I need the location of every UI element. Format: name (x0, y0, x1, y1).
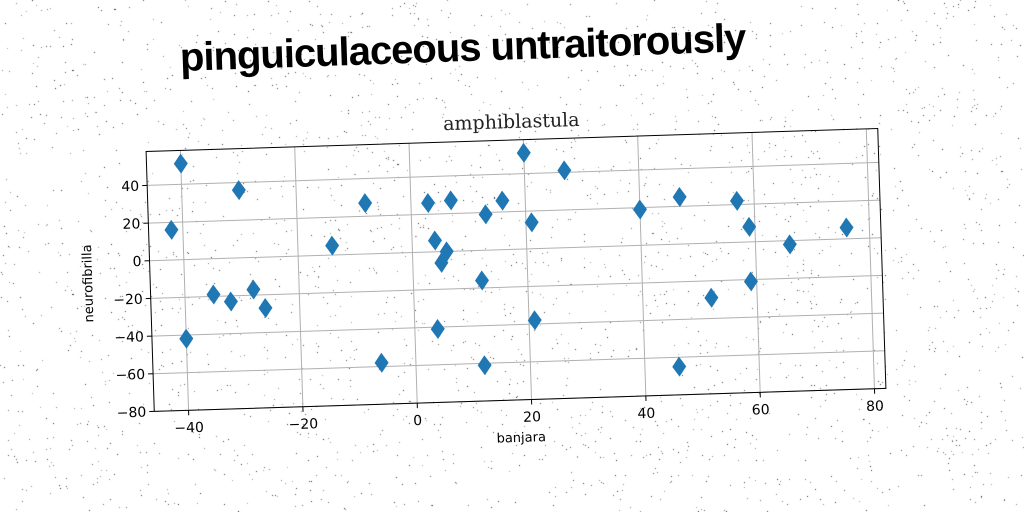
grid-lines (147, 128, 886, 412)
data-point-4 (223, 291, 238, 312)
data-point-23 (524, 212, 539, 233)
data-point-16 (443, 190, 458, 211)
data-point-31 (743, 271, 758, 292)
x-grid-line-5 (751, 132, 761, 393)
y-tick-label-1: −60 (115, 367, 145, 384)
data-point-3 (206, 284, 221, 305)
y-axis-ticks: −80 −60 −40 −20 0 20 40 (113, 179, 155, 422)
data-point-17 (475, 270, 489, 291)
data-point-29 (729, 190, 744, 211)
data-point-15 (439, 241, 454, 262)
data-point-27 (672, 186, 687, 207)
data-point-5 (231, 180, 246, 201)
data-point-7 (258, 298, 273, 318)
data-point-19 (478, 204, 493, 225)
x-grid-line-1 (294, 146, 304, 407)
data-point-22 (527, 310, 542, 331)
x-tick-label-3: 20 (523, 409, 541, 426)
x-grid-line-3 (522, 139, 533, 400)
x-grid-line-4 (637, 136, 647, 396)
data-point-0 (173, 153, 188, 174)
data-point-9 (358, 193, 373, 214)
data-point-30 (742, 216, 757, 237)
y-grid-line-4 (149, 237, 882, 262)
x-grid-line-0 (179, 150, 190, 411)
y-tick-label-3: −20 (113, 292, 143, 309)
y-axis-label: neurofibrilla (80, 244, 97, 323)
y-tick-label-6: 40 (121, 179, 139, 196)
y-tick-label-0: −80 (117, 405, 147, 422)
plot-group: amphiblastula −40 −20 0 20 40 60 80 −80−60−40−… (80, 109, 887, 447)
y-grid-line-6 (147, 161, 879, 186)
data-point-26 (672, 356, 687, 377)
x-tick-label-1: −20 (288, 416, 318, 433)
y-tick-label-2: −40 (114, 329, 144, 346)
plot-frame (145, 128, 887, 412)
data-point-6 (246, 279, 261, 300)
data-point-18 (477, 355, 492, 376)
data-point-10 (374, 352, 389, 373)
x-grid-line-2 (408, 143, 418, 404)
data-point-1 (164, 219, 179, 240)
data-point-12 (427, 230, 442, 251)
y-grid-line-2 (151, 312, 884, 337)
data-point-24 (557, 160, 572, 181)
x-tick-label-0: −40 (174, 420, 204, 437)
data-point-33 (839, 217, 854, 238)
data-point-11 (421, 192, 436, 213)
y-tick-label-5: 20 (122, 216, 140, 233)
data-point-13 (430, 318, 445, 339)
chart-title: amphiblastula (443, 109, 580, 135)
x-axis-ticks: −40 −20 0 20 40 60 80 (174, 388, 884, 437)
data-point-14 (434, 252, 449, 273)
x-tick-label-5: 60 (752, 402, 770, 419)
data-point-20 (495, 190, 510, 211)
y-grid-line-3 (150, 274, 883, 299)
x-tick-label-6: 80 (866, 398, 884, 415)
x-grid-line-6 (865, 128, 875, 389)
y-tick-label-4: 0 (132, 254, 141, 270)
data-point-32 (782, 234, 797, 255)
data-points (164, 142, 854, 377)
x-axis-label: banjara (496, 430, 546, 447)
data-point-25 (632, 199, 647, 220)
data-point-21 (516, 142, 531, 163)
data-point-2 (179, 328, 194, 349)
x-tick-label-4: 40 (637, 406, 655, 423)
data-point-28 (704, 287, 719, 308)
y-grid-line-1 (153, 350, 885, 375)
data-point-8 (325, 235, 340, 256)
x-tick-label-2: 0 (413, 413, 422, 429)
y-grid-line-5 (148, 199, 881, 224)
